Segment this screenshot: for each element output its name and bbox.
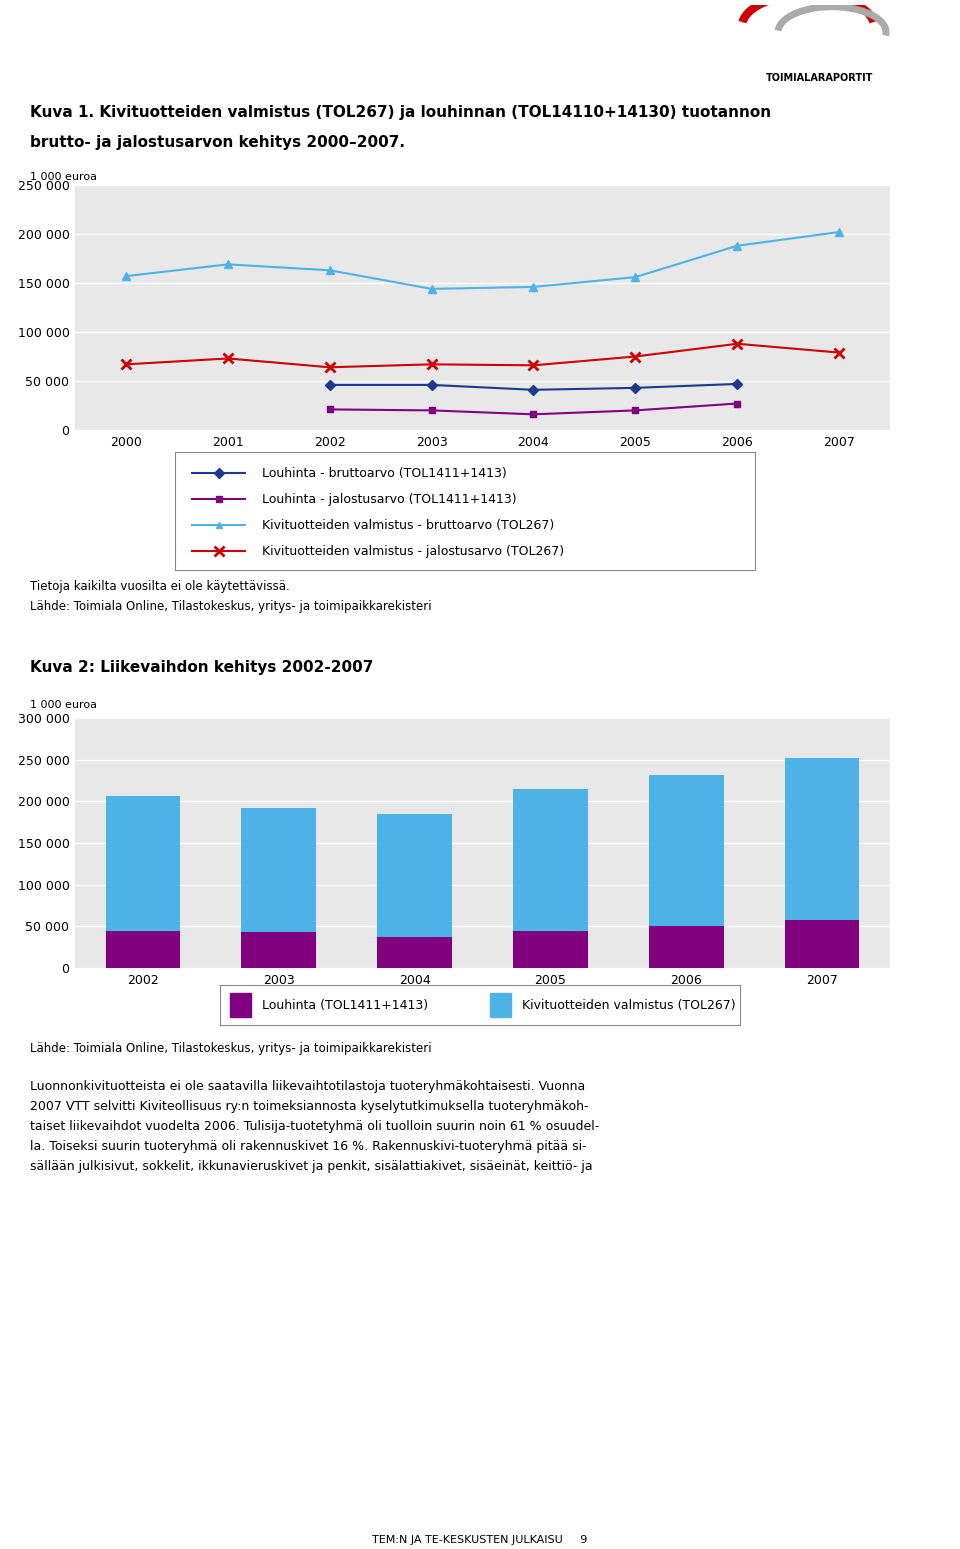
Text: taiset liikevaihdot vuodelta 2006. Tulisija-tuotetyhmä oli tuolloin suurin noin : taiset liikevaihdot vuodelta 2006. Tulis… (30, 1120, 599, 1132)
Bar (377, 813, 452, 937)
Text: brutto- ja jalostusarvon kehitys 2000–2007.: brutto- ja jalostusarvon kehitys 2000–20… (30, 135, 405, 150)
Text: Luonnonkivituotteista ei ole saatavilla liikevaihtotilastoja tuoteryhmäkohtaises: Luonnonkivituotteista ei ole saatavilla … (30, 1080, 586, 1094)
Text: Louhinta (TOL1411+1413): Louhinta (TOL1411+1413) (261, 999, 428, 1011)
Text: TEM:N JA TE-KESKUSTEN JULKAISU     9: TEM:N JA TE-KESKUSTEN JULKAISU 9 (372, 1535, 588, 1544)
Bar (491, 993, 511, 1018)
Bar (230, 993, 252, 1018)
Bar (649, 774, 724, 926)
Text: Lähde: Toimiala Online, Tilastokeskus, yritys- ja toimipaikkarekisteri: Lähde: Toimiala Online, Tilastokeskus, y… (30, 1042, 432, 1055)
Bar (784, 920, 859, 968)
Bar (241, 809, 316, 932)
Text: Kivituotteiden valmistus - jalostusarvo (TOL267): Kivituotteiden valmistus - jalostusarvo … (262, 545, 564, 558)
Text: Louhinta - bruttoarvo (TOL1411+1413): Louhinta - bruttoarvo (TOL1411+1413) (262, 466, 507, 480)
Text: sällään julkisivut, sokkelit, ikkunavieruskivet ja penkit, sisälattiakivet, sisä: sällään julkisivut, sokkelit, ikkunavier… (30, 1160, 592, 1173)
Bar (649, 926, 724, 968)
Bar (784, 757, 859, 920)
Text: Louhinta - jalostusarvo (TOL1411+1413): Louhinta - jalostusarvo (TOL1411+1413) (262, 493, 516, 505)
Text: 2007 VTT selvitti Kiviteollisuus ry:n toimeksiannosta kyselytutkimuksella tuoter: 2007 VTT selvitti Kiviteollisuus ry:n to… (30, 1100, 588, 1114)
Text: 1 000 euroa: 1 000 euroa (30, 172, 97, 181)
Bar (106, 796, 180, 931)
Bar (377, 937, 452, 968)
Text: Tietoja kaikilta vuosilta ei ole käytettävissä.: Tietoja kaikilta vuosilta ei ole käytett… (30, 579, 290, 593)
Bar (513, 788, 588, 931)
Bar (106, 931, 180, 968)
Text: Kuva 1. Kivituotteiden valmistus (TOL267) ja louhinnan (TOL14110+14130) tuotanno: Kuva 1. Kivituotteiden valmistus (TOL267… (30, 105, 771, 119)
Text: 1 000 euroa: 1 000 euroa (30, 700, 97, 709)
Text: Kivituotteiden valmistus (TOL267): Kivituotteiden valmistus (TOL267) (521, 999, 735, 1011)
Bar (513, 931, 588, 968)
Text: la. Toiseksi suurin tuoteryhmä oli rakennuskivet 16 %. Rakennuskivi-tuoteryhmä p: la. Toiseksi suurin tuoteryhmä oli raken… (30, 1140, 587, 1152)
Text: Kivituotteiden valmistus - bruttoarvo (TOL267): Kivituotteiden valmistus - bruttoarvo (T… (262, 519, 554, 531)
Text: Lähde: Toimiala Online, Tilastokeskus, yritys- ja toimipaikkarekisteri: Lähde: Toimiala Online, Tilastokeskus, y… (30, 599, 432, 613)
Text: Kuva 2: Liikevaihdon kehitys 2002-2007: Kuva 2: Liikevaihdon kehitys 2002-2007 (30, 660, 373, 675)
Text: TOIMIALARAPORTIT: TOIMIALARAPORTIT (766, 73, 874, 84)
Bar (241, 932, 316, 968)
